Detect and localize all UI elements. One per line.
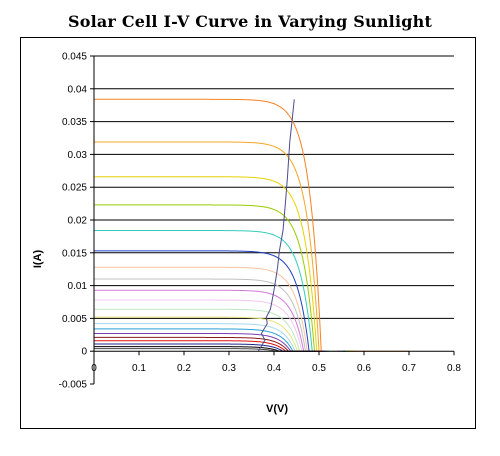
plot-area: -0.00500.0050.010.0150.020.0250.030.0350… — [32, 52, 461, 416]
series-line — [94, 346, 316, 352]
series-line — [94, 289, 340, 352]
max-power-trace — [257, 99, 295, 352]
series-line — [94, 348, 313, 352]
series-line — [94, 176, 353, 352]
series-line — [94, 340, 322, 352]
y-tick-label: 0.035 — [62, 117, 87, 128]
x-tick-label: 0.3 — [222, 363, 236, 374]
x-axis-label: V(V) — [266, 403, 288, 415]
series-line — [94, 204, 351, 352]
y-tick-label: 0.005 — [62, 314, 87, 325]
series-line — [94, 316, 334, 352]
series-line — [94, 266, 344, 352]
series-line — [94, 336, 325, 352]
y-tick-label: 0.025 — [62, 183, 87, 194]
y-tick-label: 0.02 — [68, 216, 88, 227]
gridlines — [94, 55, 454, 319]
x-tick-label: 0.4 — [267, 363, 281, 374]
series-line — [94, 250, 346, 352]
series-group — [94, 98, 409, 352]
y-tick-label: 0.04 — [68, 84, 88, 95]
x-tick-label: 0.1 — [132, 363, 146, 374]
series-line — [94, 308, 336, 352]
series-line — [94, 230, 349, 352]
series-line — [94, 343, 319, 352]
x-tick-label: 0.2 — [177, 363, 191, 374]
series-line — [94, 98, 409, 352]
max-power-line — [257, 99, 295, 352]
x-tick-label: 0.7 — [402, 363, 416, 374]
y-tick-label: -0.005 — [59, 380, 88, 391]
series-line — [94, 278, 342, 352]
y-tick-label: 0 — [81, 347, 87, 358]
y-tick-label: 0.01 — [68, 281, 88, 292]
series-line — [94, 323, 332, 352]
y-tick-labels: -0.005 0 0.005 0.01 0.015 0.02 0.025 0.03 0.035 0… — [59, 52, 88, 391]
y-axis-label: I(A) — [32, 250, 44, 269]
series-line — [94, 299, 338, 352]
chart-frame: -0.005 0 0.005 0.01 0.015 0.02 0.025 0.03 0.035 0… — [20, 37, 476, 429]
y-tick-label: 0.015 — [62, 248, 87, 259]
series-line — [94, 328, 329, 352]
chart-title: Solar Cell I-V Curve in Varying Sunlight — [67, 12, 433, 31]
y-tick-label: 0.045 — [62, 52, 87, 63]
series-line — [94, 332, 327, 352]
x-tick-label: 0.6 — [357, 363, 371, 374]
series-line — [94, 141, 355, 352]
axes — [90, 55, 455, 385]
x-tick-label: 0.8 — [447, 363, 461, 374]
y-tick-label: 0.03 — [68, 150, 88, 161]
x-tick-label: 0 — [91, 363, 97, 374]
x-tick-labels: 0 0.1 0.2 0.3 0.4 0.5 0.6 0.7 0.8 — [91, 363, 461, 374]
x-tick-label: 0.5 — [312, 363, 326, 374]
